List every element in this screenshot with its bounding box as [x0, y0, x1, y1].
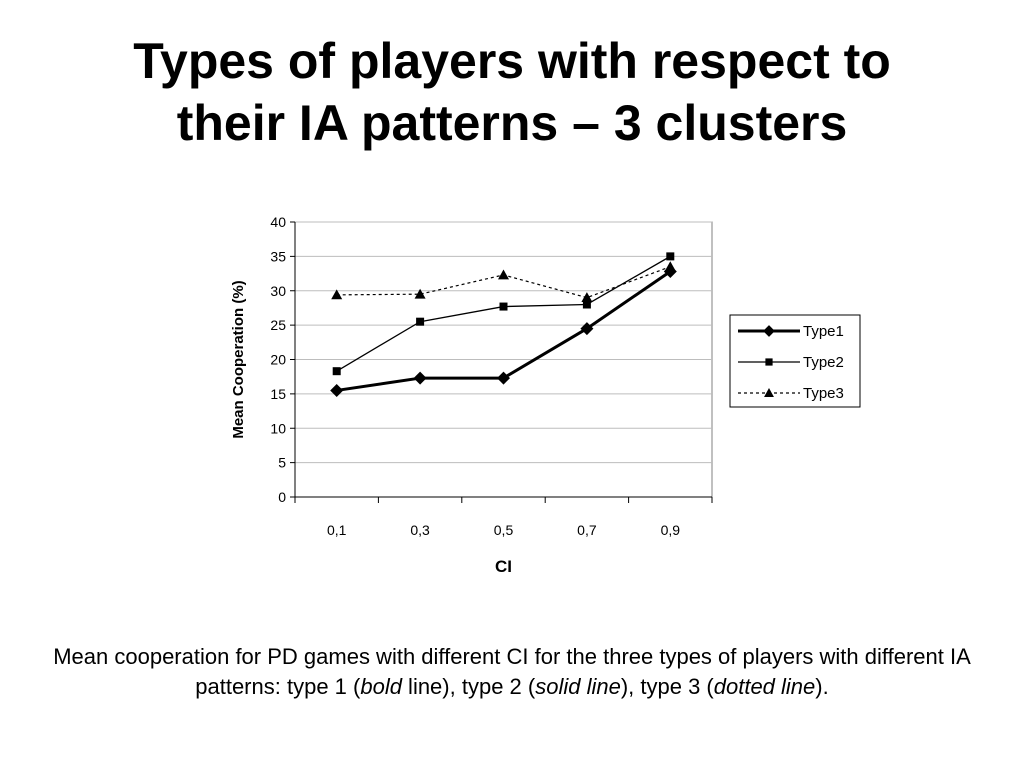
line-chart: 0 5 10 15 20 25 30 35 40 0,1 0,3 0,5 0,7 0,9 CI Mean Co…: [230, 214, 861, 576]
y-tick-label: 40: [270, 214, 286, 230]
data-point-type2: [666, 252, 675, 261]
x-tick-label: 0,9: [661, 522, 681, 538]
y-axis-label: Mean Cooperation (%): [230, 280, 247, 438]
legend-marker-type3: [764, 388, 774, 397]
caption-text-4: ).: [815, 674, 829, 699]
page-title: Types of players with respect to their I…: [0, 30, 1024, 154]
data-point-type1: [330, 383, 344, 397]
data-point-type2: [416, 317, 425, 326]
y-tick-label: 10: [270, 420, 286, 436]
caption-em-bold: bold: [360, 674, 402, 699]
data-point-type3: [581, 292, 593, 303]
data-point-type3: [331, 289, 343, 300]
caption-em-solid: solid line: [535, 674, 621, 699]
legend-marker-type1: [763, 325, 775, 337]
y-tick-label: 5: [278, 455, 286, 471]
data-point-type2: [332, 367, 341, 376]
legend-label-type1: Type1: [803, 323, 844, 340]
data-point-type2: [582, 300, 591, 309]
y-tick-label: 25: [270, 317, 286, 333]
x-tick-label: 0,7: [577, 522, 597, 538]
legend-marker-type2: [765, 358, 773, 366]
x-tick-label: 0,3: [410, 522, 430, 538]
figure-caption: Mean cooperation for PD games with diffe…: [40, 642, 984, 702]
y-tick-label: 0: [278, 489, 286, 505]
y-tick-label: 30: [270, 283, 286, 299]
legend-label-type2: Type2: [803, 354, 844, 371]
page-title-line-2: their IA patterns – 3 clusters: [176, 95, 848, 151]
y-tick-label: 15: [270, 386, 286, 402]
x-tick-label: 0,1: [327, 522, 347, 538]
page-title-line-1: Types of players with respect to: [133, 33, 891, 89]
x-tick-label: 0,5: [494, 522, 514, 538]
y-tick-label: 35: [270, 248, 286, 264]
data-point-type1: [497, 371, 510, 385]
y-tick-label: 20: [270, 352, 286, 368]
data-point-type1: [580, 322, 594, 336]
data-point-type2: [499, 302, 508, 311]
data-point-type3: [498, 269, 509, 280]
data-point-type1: [663, 265, 677, 278]
caption-em-dotted: dotted line: [713, 674, 816, 699]
caption-text-1: Mean cooperation for PD games with diffe…: [53, 644, 971, 699]
data-point-type1: [413, 371, 427, 385]
data-point-type3: [414, 288, 426, 299]
caption-text-3: ), type 3 (: [620, 674, 714, 699]
caption-text-2: line), type 2 (: [401, 674, 536, 699]
legend-label-type3: Type3: [803, 385, 844, 402]
x-axis-label: CI: [495, 557, 512, 576]
